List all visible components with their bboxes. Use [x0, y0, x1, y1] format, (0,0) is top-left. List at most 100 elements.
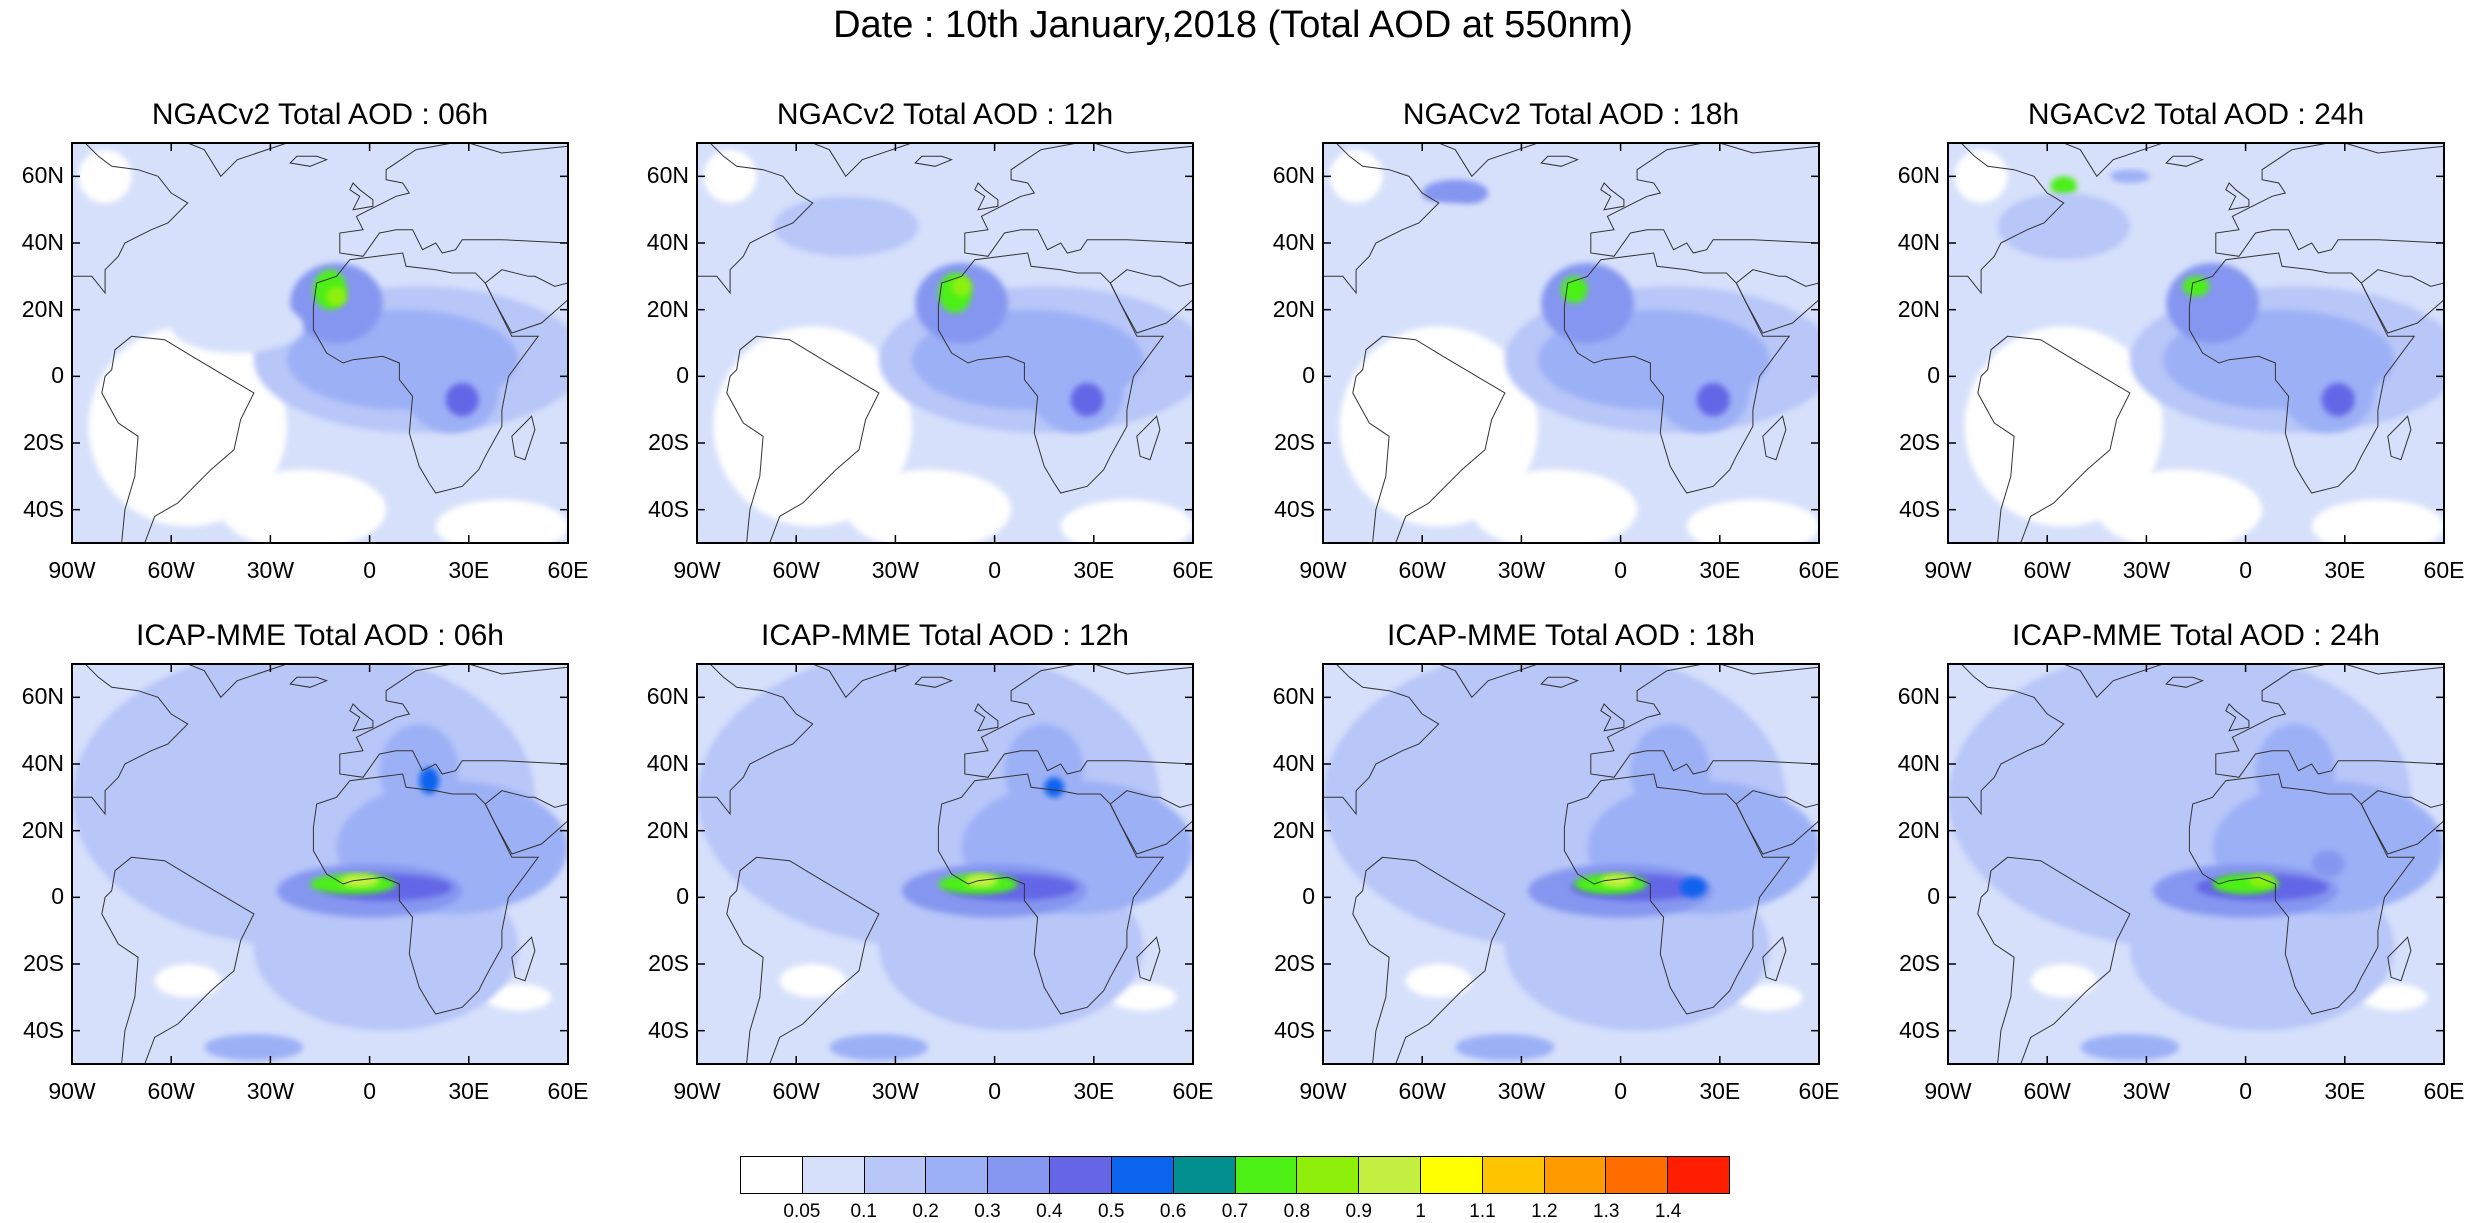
colorbar-label: 0.05 [783, 1201, 821, 1222]
aerosol-plume [326, 286, 347, 307]
lon-label: 30W [2122, 557, 2171, 583]
colorbar-label: 1 [1415, 1201, 1426, 1222]
colorbar-swatch [1235, 1157, 1298, 1193]
colorbar-swatch [1359, 1157, 1421, 1193]
coastline-africa [1563, 252, 1791, 494]
colorbar [740, 1156, 1730, 1194]
clean-air-patch [845, 469, 1012, 543]
lat-label: 20S [648, 950, 689, 976]
coastline-greenland [2014, 664, 2164, 699]
lon-label: 90W [673, 1078, 721, 1104]
colorbar-label: 0.8 [1283, 1201, 1311, 1222]
lat-label: 20N [1272, 295, 1315, 322]
clean-air-patch [78, 149, 132, 203]
aod-map [1322, 663, 1820, 1065]
lat-label: 40N [21, 750, 64, 776]
lon-label: 60E [547, 1078, 589, 1104]
lat-label: 0 [676, 883, 689, 910]
coastline-arabia [484, 790, 568, 855]
coastline-arabia [1735, 790, 1819, 855]
clean-air-patch [154, 964, 221, 998]
clean-air-patch [2311, 499, 2444, 543]
aerosol-plume [1600, 874, 1634, 888]
clean-air-patch [1964, 326, 2163, 527]
aerosol-plume [2321, 383, 2355, 417]
map-frame [696, 663, 1194, 1065]
coastline-madagascar [1136, 415, 1161, 461]
lat-label: 20N [1897, 816, 1940, 843]
aerosol-plume [2311, 850, 2345, 878]
lon-label: 90W [1924, 1078, 1972, 1104]
aod-map [1947, 663, 2445, 1065]
lon-label: 30E [1699, 1078, 1741, 1104]
aerosol-plume [2050, 176, 2077, 197]
panel-title: ICAP-MME Total AOD : 12h [761, 619, 1129, 652]
coastline-arabia [2360, 790, 2444, 855]
aerosol-plume [1696, 383, 1730, 417]
colorbar-swatch [1420, 1157, 1483, 1193]
clean-air-patch [1405, 964, 1472, 998]
clean-air-patch [1110, 984, 1177, 1011]
coastline-iceland [2165, 676, 2205, 688]
coastline-britain [1600, 182, 1625, 211]
lon-label: 0 [1614, 1078, 1627, 1104]
colorbar-label: 0.7 [1221, 1201, 1249, 1222]
aerosol-plume [2110, 169, 2150, 183]
lat-label: 40N [646, 229, 689, 255]
lon-label: 60E [547, 557, 589, 583]
coastline-iceland [289, 676, 329, 688]
coastline-north-america [72, 143, 189, 295]
coastline-greenland [2014, 143, 2164, 178]
coastline-europe [339, 664, 568, 778]
clean-air-patch [713, 326, 912, 527]
colorbar-label: 1.2 [1531, 1201, 1558, 1222]
colorbar-swatch [1050, 1157, 1112, 1193]
map-frame [71, 142, 569, 544]
clean-air-patch [2096, 469, 2263, 543]
coastline-north-america [72, 664, 189, 816]
lon-label: 0 [363, 557, 376, 583]
coastline-madagascar [1762, 415, 1787, 461]
map-panel: NGACv2 Total AOD : 06h 60N 40N 20N 0 20S 40S 90… [22, 98, 589, 583]
aerosol-plume [1004, 724, 1084, 818]
lon-label: 30E [2324, 1078, 2366, 1104]
lat-label: 40N [646, 750, 689, 776]
aerosol-plume [1356, 203, 1522, 283]
lat-label: 20N [646, 816, 689, 843]
clean-air-patch [1329, 149, 1383, 203]
lat-label: 40N [21, 229, 64, 255]
aod-map [71, 663, 569, 1065]
lat-label: 40N [1272, 229, 1315, 255]
lon-label: 60W [147, 1078, 195, 1104]
coastline-britain [349, 182, 374, 211]
coastline-europe [2215, 143, 2444, 257]
coastline-arabia [1109, 790, 1193, 855]
clean-air-patch [1060, 499, 1193, 543]
coastline-africa [2188, 773, 2416, 1015]
panel-title: ICAP-MME Total AOD : 24h [2012, 619, 2380, 652]
clean-air-patch [2361, 984, 2428, 1011]
lat-label: 0 [1302, 362, 1315, 389]
panel-title: NGACv2 Total AOD : 18h [1402, 98, 1740, 131]
lat-label: 60N [646, 683, 689, 710]
coastline-iceland [914, 676, 954, 688]
lon-label: 60E [1172, 1078, 1214, 1104]
panel-title: ICAP-MME Total AOD : 18h [1387, 619, 1755, 652]
colorbar-label: 0.2 [912, 1201, 939, 1222]
lon-label: 90W [1299, 1078, 1347, 1104]
aerosol-plume [1997, 193, 2130, 260]
clean-air-patch [2030, 964, 2097, 998]
aerosol-plume [2080, 1034, 2180, 1061]
colorbar-swatch [1173, 1157, 1236, 1193]
panel-title: ICAP-MME Total AOD : 06h [136, 619, 504, 652]
map-panel: NGACv2 Total AOD : 12h 60N 40N 20N 0 20S 40S 90… [647, 98, 1214, 583]
aerosol-plume [2166, 263, 2259, 343]
lat-label: 20N [1272, 816, 1315, 843]
coastline-britain [974, 182, 999, 211]
lat-label: 20S [1274, 950, 1315, 976]
colorbar-swatch [988, 1157, 1051, 1193]
coastline-africa [1563, 773, 1791, 1015]
coastline-greenland [138, 143, 288, 178]
aerosol-plume [1455, 1034, 1555, 1061]
coastline-greenland [1389, 143, 1539, 178]
